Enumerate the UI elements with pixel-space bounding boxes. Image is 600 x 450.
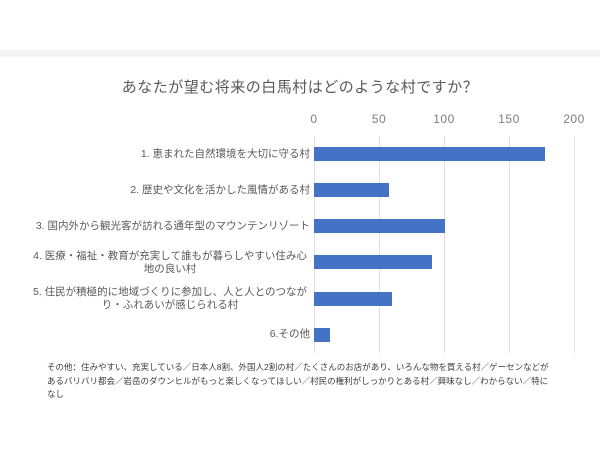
category-label: 3. 国内外から観光客が訪れる通年型のマウンテンリゾート xyxy=(35,219,310,232)
category-label: 1. 恵まれた自然環境を大切に守る村 xyxy=(140,147,310,160)
category-row: 2. 歴史や文化を活かした風情がある村 xyxy=(28,172,310,208)
x-axis: 0 50 100 150 200 xyxy=(310,112,584,128)
plot-area xyxy=(314,136,579,353)
x-tick-label: 150 xyxy=(498,112,520,126)
page-separator xyxy=(0,50,600,57)
category-label: 5. 住民が積極的に地域づくりに参加し、人と人とのつながり・ふれあいが感じられる… xyxy=(32,285,308,311)
bar xyxy=(314,183,390,198)
bar-row xyxy=(314,208,579,244)
gridline xyxy=(574,136,575,353)
x-tick-label: 0 xyxy=(310,112,318,126)
category-row: 1. 恵まれた自然環境を大切に守る村 xyxy=(28,136,310,172)
x-tick-label: 100 xyxy=(433,112,455,126)
category-label: 6.その他 xyxy=(269,328,310,341)
category-row: 6.その他 xyxy=(28,317,310,353)
bar xyxy=(314,147,546,161)
bar-row xyxy=(314,172,579,208)
bar xyxy=(314,327,330,342)
category-row: 4. 医療・福祉・教育が充実して誰もが暮らしやすい住み心地の良い村 xyxy=(28,244,310,280)
category-row: 3. 国内外から観光客が訪れる通年型のマウンテンリゾート xyxy=(28,208,310,244)
bar-row xyxy=(314,281,579,317)
bar-row xyxy=(314,317,579,353)
x-tick-label: 200 xyxy=(563,112,585,126)
category-label: 4. 医療・福祉・教育が充実して誰もが暮らしやすい住み心地の良い村 xyxy=(33,249,307,275)
gridline xyxy=(444,136,445,353)
category-labels: 1. 恵まれた自然環境を大切に守る村 2. 歴史や文化を活かした風情がある村 3. … xyxy=(28,136,310,353)
category-label: 2. 歴史や文化を活かした風情がある村 xyxy=(130,183,310,196)
footnote: その他：住みやすい、充実している／日本人8割、外国人2割の村／たくさんのお店があ… xyxy=(47,362,549,399)
chart-title: あなたが望む将来の白馬村はどのような村ですか？ xyxy=(121,79,479,96)
bars xyxy=(314,136,579,353)
bar-row xyxy=(314,244,579,280)
gridline xyxy=(379,136,380,353)
x-tick-label: 50 xyxy=(371,112,387,126)
category-row: 5. 住民が積極的に地域づくりに参加し、人と人とのつながり・ふれあいが感じられる… xyxy=(28,281,310,317)
bar xyxy=(314,219,446,234)
bar-row xyxy=(314,136,579,172)
gridline xyxy=(509,136,510,353)
bar xyxy=(314,255,433,270)
gridline xyxy=(314,136,315,353)
bar xyxy=(314,291,392,306)
